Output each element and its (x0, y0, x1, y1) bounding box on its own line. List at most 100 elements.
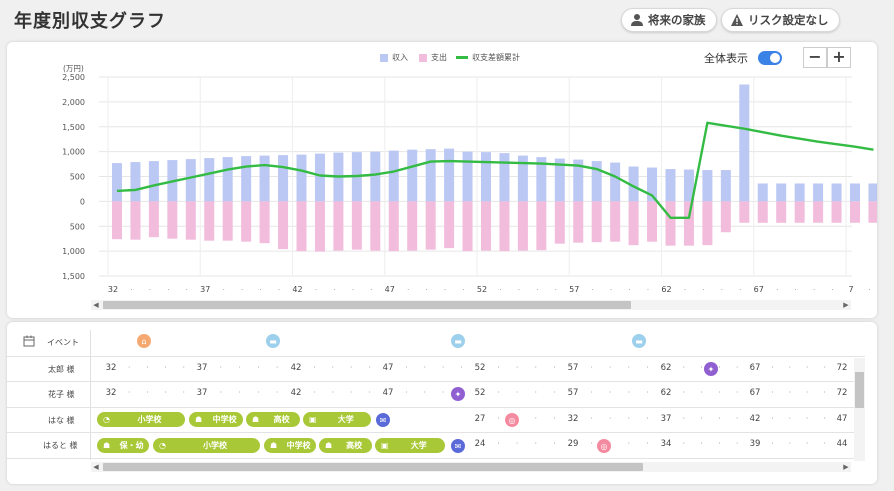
age-tick-dot: · (515, 363, 519, 372)
stage-elementary-haruto[interactable]: ◔ 小学校 (153, 438, 260, 453)
age-tick: 37 (660, 414, 672, 424)
expense-bar (351, 201, 362, 250)
scroll-right-icon[interactable]: ▶ (843, 463, 849, 471)
expense-bar (167, 201, 178, 239)
events-horizontal-scrollbar[interactable]: ◀ ▶ (91, 462, 851, 472)
expense-bar (739, 201, 750, 223)
age-tick-dot: · (627, 414, 631, 423)
age-tick-dot: · (553, 439, 556, 448)
x-tick-dot: · (702, 286, 704, 292)
age-tick-dot: · (146, 388, 149, 397)
x-tick-dot: · (352, 286, 354, 292)
age-tick-dot: · (349, 363, 353, 372)
chart-horizontal-scrollbar[interactable]: ◀ ▶ (91, 300, 851, 310)
age-tick-dot: · (238, 388, 241, 397)
age-tick-dot: · (823, 388, 826, 397)
age-tick-dot: · (257, 388, 260, 397)
x-tick-dot: · (426, 286, 428, 292)
income-bar (462, 151, 473, 202)
stage-junior-high-haruto[interactable]: ☗ 中学校 (264, 438, 316, 453)
income-bar (665, 169, 676, 202)
age-tick-dot: · (590, 414, 593, 423)
x-tick-dot: · (592, 286, 594, 292)
chart-scroll-thumb[interactable] (103, 301, 631, 309)
age-tick-dot: · (534, 388, 538, 397)
person-name-haruto: はると 様 (43, 441, 78, 450)
events-vscroll-thumb[interactable] (855, 372, 864, 408)
income-bar (481, 152, 491, 202)
car-event-icon[interactable]: ▬ (266, 334, 280, 348)
car-event-icon[interactable]: ▬ (451, 334, 465, 348)
x-tick-label: 57 (569, 285, 579, 292)
x-tick-dot: · (555, 286, 557, 292)
future-family-button[interactable]: 将来の家族 (621, 8, 717, 32)
stage-preschool-haruto[interactable]: ☗ 保・幼 (97, 438, 149, 453)
age-tick-dot: · (368, 363, 371, 372)
y-tick-label: 2,500 (62, 73, 85, 82)
zoom-out-button[interactable]: − (803, 47, 827, 68)
x-tick-label: 52 (477, 285, 487, 292)
mail-event-icon[interactable]: ✉ (376, 413, 390, 427)
age-tick-dot: · (718, 363, 721, 372)
age-tick-dot: · (771, 363, 774, 372)
events-scroll-thumb[interactable] (103, 463, 643, 471)
age-tick-dot: · (497, 363, 500, 372)
risk-settings-label: リスク設定なし (748, 13, 829, 27)
y-tick-label: 500 (70, 173, 85, 182)
retirement-event-icon[interactable]: ✦ (704, 362, 718, 376)
wedding-event-icon[interactable]: ◎ (597, 439, 611, 453)
x-tick-dot: · (278, 286, 280, 292)
income-bar (813, 183, 824, 202)
stage-elementary-hana[interactable]: ◔ 小学校 (97, 412, 185, 427)
age-tick: 62 (660, 388, 672, 398)
calendar-icon (23, 335, 35, 347)
risk-settings-button[interactable]: リスク設定なし (721, 8, 840, 32)
scroll-left-icon[interactable]: ◀ (93, 301, 99, 309)
income-bar (610, 162, 621, 202)
scroll-right-icon[interactable]: ▶ (843, 301, 849, 309)
stage-high-school-haruto[interactable]: ☗ 高校 (319, 438, 372, 453)
expense-bar (499, 201, 510, 252)
income-bar (407, 149, 418, 202)
page-title: 年度別収支グラフ (14, 11, 166, 32)
mail-event-icon[interactable]: ✉ (451, 439, 465, 453)
income-bar (222, 157, 233, 202)
scroll-left-icon[interactable]: ◀ (93, 463, 99, 471)
expense-bar (850, 201, 860, 223)
income-bar (850, 183, 860, 202)
age-tick-dot: · (219, 388, 223, 397)
x-tick-dot: · (813, 286, 815, 292)
expense-bar (573, 201, 584, 243)
age-tick: 57 (567, 363, 579, 373)
income-bar (314, 153, 325, 202)
age-tick: 57 (567, 388, 579, 398)
income-bar (683, 169, 694, 202)
age-tick-dot: · (823, 414, 826, 423)
car-event-icon[interactable]: ▬ (632, 334, 646, 348)
income-bar (628, 166, 639, 202)
zoom-in-button[interactable]: + (827, 47, 851, 68)
show-all-toggle[interactable] (758, 51, 782, 65)
legend-expense: 支出 (419, 52, 447, 63)
wedding-event-icon[interactable]: ◎ (505, 413, 519, 427)
stage-university-haruto[interactable]: ▣ 大学 (375, 438, 445, 453)
income-bar (776, 183, 787, 202)
stage-high-school-hana[interactable]: ☗ 高校 (246, 412, 300, 427)
home-event-icon[interactable]: ⌂ (137, 334, 151, 348)
retirement-event-icon[interactable]: ✦ (451, 387, 465, 401)
age-tick: 32 (567, 414, 579, 424)
age-tick-dot: · (805, 439, 809, 448)
events-vertical-scrollbar[interactable] (854, 358, 865, 461)
expense-bar (628, 201, 639, 246)
x-tick-dot: · (536, 286, 538, 292)
age-tick-dot: · (275, 388, 279, 397)
income-bar (148, 161, 159, 202)
legend-cumulative: 収支差額累計 (456, 52, 520, 63)
stage-university-hana[interactable]: ▣ 大学 (303, 412, 371, 427)
expense-bar (222, 201, 233, 241)
x-tick-dot: · (831, 286, 833, 292)
income-bar (296, 154, 307, 202)
age-tick: 29 (567, 439, 579, 449)
stage-junior-high-hana[interactable]: ☗ 中学校 (189, 412, 243, 427)
x-tick-dot: · (149, 286, 151, 292)
